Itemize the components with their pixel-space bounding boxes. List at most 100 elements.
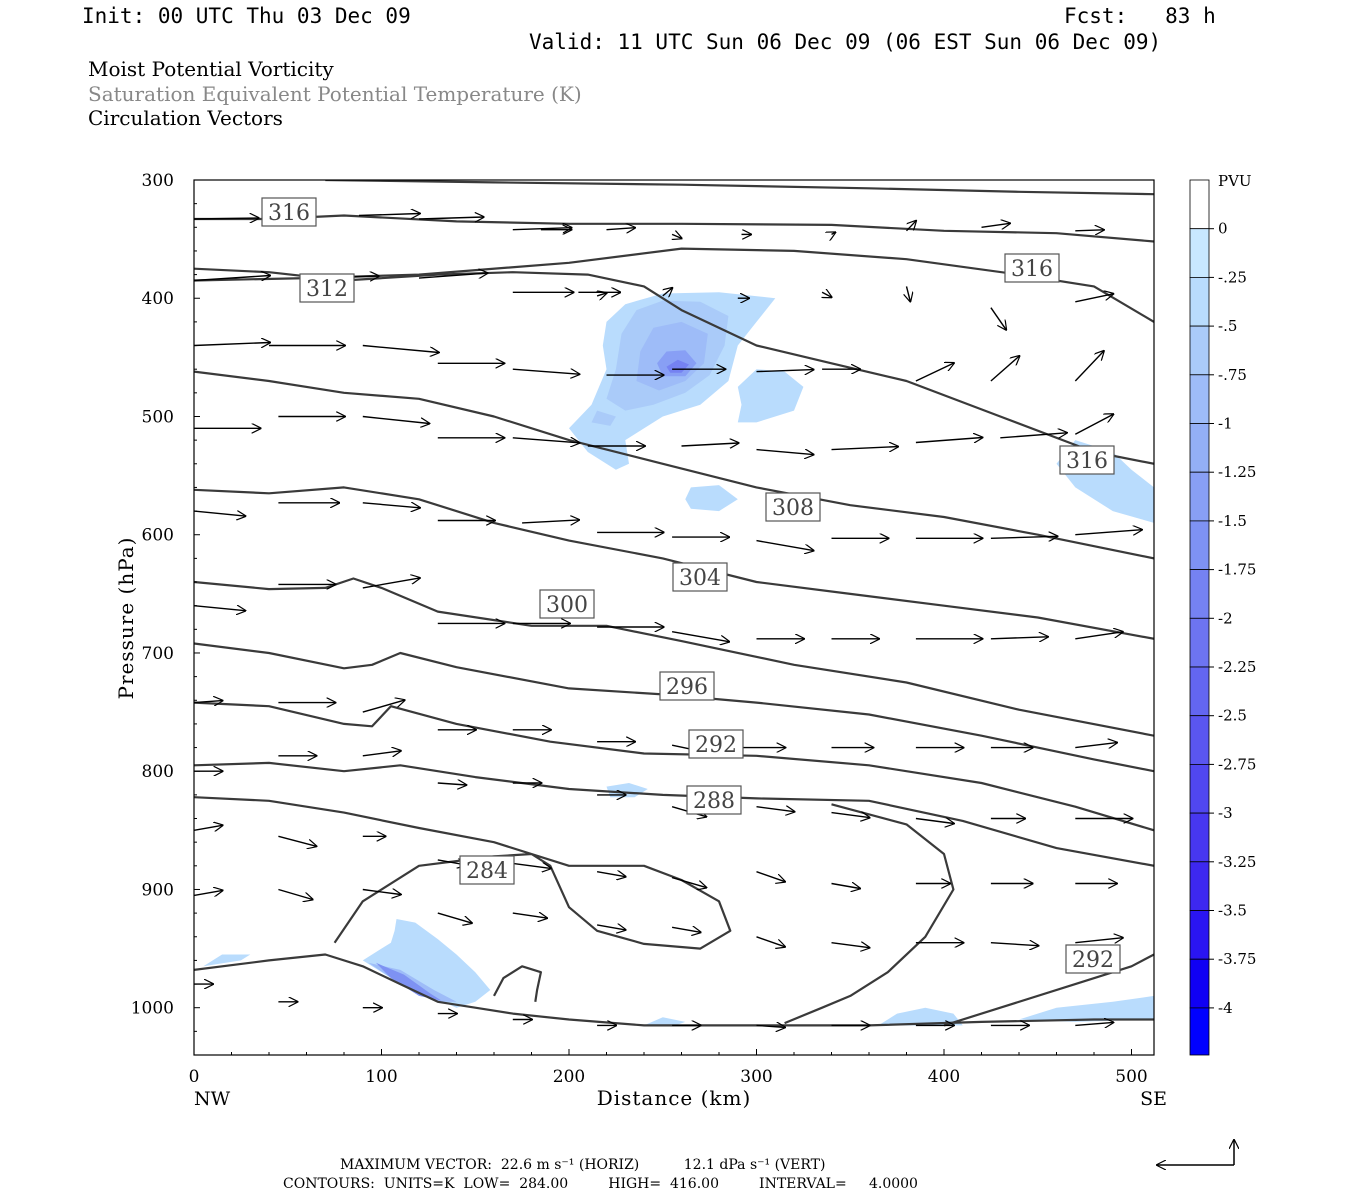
valid-time: Valid: 11 UTC Sun 06 Dec 09 (06 EST Sun …: [529, 30, 1162, 54]
pv-colorbar: PVU 0 -.25 -.5 -.75 -1 -1.25 -1.5 -1.75 -2 -2.25 -2…: [1189, 172, 1256, 1056]
colorbar-label: -1.5: [1218, 512, 1247, 530]
circulation-vectors: [194, 214, 1142, 1028]
vector-arrow: [907, 286, 911, 301]
pv-shaded-region: [203, 954, 251, 967]
colorbar-swatch: [1189, 958, 1210, 1009]
colorbar-label: -3: [1218, 804, 1233, 822]
colorbar-swatch: [1189, 812, 1210, 863]
colorbar-swatch: [1189, 666, 1210, 717]
vector-arrow: [437, 912, 472, 923]
vector-arrow: [990, 637, 1048, 639]
y-tick-label: 400: [142, 289, 174, 309]
colorbar-label: -1: [1218, 415, 1233, 433]
vector-arrow: [832, 232, 836, 234]
x-tick-label: 0: [189, 1067, 200, 1087]
vector-arrow: [671, 631, 729, 642]
contour-line: [194, 953, 1154, 1027]
colorbar-label: -2.75: [1218, 755, 1256, 773]
contour-line: [194, 267, 1154, 465]
contour-label-text: 316: [1066, 449, 1108, 474]
contour-line: [493, 965, 542, 1002]
contour-label: 288: [686, 785, 742, 815]
colorbar-swatch: [1189, 520, 1210, 571]
vector-arrow: [194, 276, 270, 282]
vector-arrow: [512, 437, 580, 443]
pv-shaded-region: [375, 962, 442, 1001]
contour-info-note: CONTOURS: UNITS=K LOW= 284.00 HIGH= 416.…: [283, 1176, 918, 1192]
colorbar-label: -2: [1218, 609, 1233, 627]
vector-arrow: [358, 214, 420, 216]
vector-arrow: [756, 871, 786, 882]
contour-label-text: 316: [268, 201, 310, 226]
colorbar-swatch: [1189, 228, 1210, 278]
pv-shaded-region: [878, 1007, 963, 1026]
colorbar-label: -1.75: [1218, 561, 1256, 579]
max-vector-note: MAXIMUM VECTOR: 22.6 m s⁻¹ (HORIZ) 12.1 …: [340, 1157, 826, 1173]
vector-arrow: [831, 943, 870, 948]
vector-arrow: [194, 701, 223, 703]
vector-arrow: [1074, 414, 1113, 435]
vector-arrow: [597, 293, 607, 296]
vector-arrow: [418, 217, 484, 219]
vector-arrow: [915, 819, 954, 824]
vector-arrow: [1075, 530, 1142, 536]
vector-arrow: [990, 536, 1058, 538]
pv-shaded-region: [737, 369, 804, 423]
contour-label-text: 312: [306, 277, 348, 302]
y-tick-label: 900: [142, 880, 174, 900]
vector-arrow: [681, 443, 739, 446]
colorbar-swatch: [1189, 569, 1210, 619]
vector-arrow: [1075, 938, 1123, 943]
plot-frame: [193, 179, 1155, 1056]
reference-vector-icon: [1157, 1140, 1234, 1165]
colorbar-label: -.75: [1218, 366, 1247, 384]
contour-line: [194, 214, 1154, 243]
colorbar-swatch: [1189, 715, 1210, 765]
y-tick-label: 300: [142, 171, 174, 191]
vector-arrow: [362, 700, 405, 713]
field-title-thetaes: Saturation Equivalent Potential Temperat…: [88, 82, 582, 106]
vector-arrow: [596, 872, 626, 877]
y-tick-label: 1000: [131, 999, 174, 1019]
contour-line: [943, 953, 1154, 1027]
contour-label: 292: [1065, 944, 1121, 974]
colorbar-label: -.5: [1218, 317, 1237, 335]
vector-arrow: [1075, 1022, 1113, 1025]
contour-label: 304: [672, 562, 728, 592]
pv-shaded-region: [591, 410, 616, 426]
x-tick-label: 300: [740, 1067, 772, 1087]
vector-arrow: [915, 438, 983, 444]
contour-line: [784, 803, 955, 1025]
y-axis-label: Pressure (hPa): [114, 537, 138, 700]
contour-label: 312: [299, 273, 355, 303]
contour-label: 316: [261, 197, 317, 227]
colorbar-swatch: [1189, 179, 1210, 230]
y-tick-label: 500: [142, 407, 174, 427]
pv-shaded-region: [685, 485, 738, 512]
vector-arrow: [512, 863, 551, 868]
vector-arrow: [362, 751, 401, 756]
vector-arrow: [362, 415, 430, 424]
vector-arrow: [362, 890, 401, 895]
vector-arrow: [671, 927, 701, 932]
vector-arrow: [756, 450, 814, 455]
vector-arrow: [278, 835, 316, 846]
colorbar-label: -2.5: [1218, 707, 1247, 725]
colorbar-label: 0: [1218, 220, 1228, 238]
colorbar-swatch: [1189, 861, 1210, 911]
vector-arrow: [981, 223, 1011, 227]
contour-label: 300: [539, 589, 595, 619]
vector-arrow: [1000, 433, 1067, 439]
contour-label-text: 316: [1011, 257, 1053, 282]
vector-arrow: [756, 807, 795, 812]
vector-arrow: [756, 370, 814, 372]
axes: 0 100 200 300 400 500 300 400 500 600 700 800 900 100…: [131, 171, 1148, 1087]
vector-arrow: [831, 447, 899, 450]
vector-arrow: [756, 936, 786, 947]
colorbar-label: -.25: [1218, 268, 1247, 286]
contour-label: 296: [659, 671, 715, 701]
colorbar-swatch: [1189, 471, 1210, 522]
vector-arrow: [905, 221, 917, 232]
vector-arrow: [1075, 230, 1104, 231]
vector-arrow: [915, 363, 954, 382]
